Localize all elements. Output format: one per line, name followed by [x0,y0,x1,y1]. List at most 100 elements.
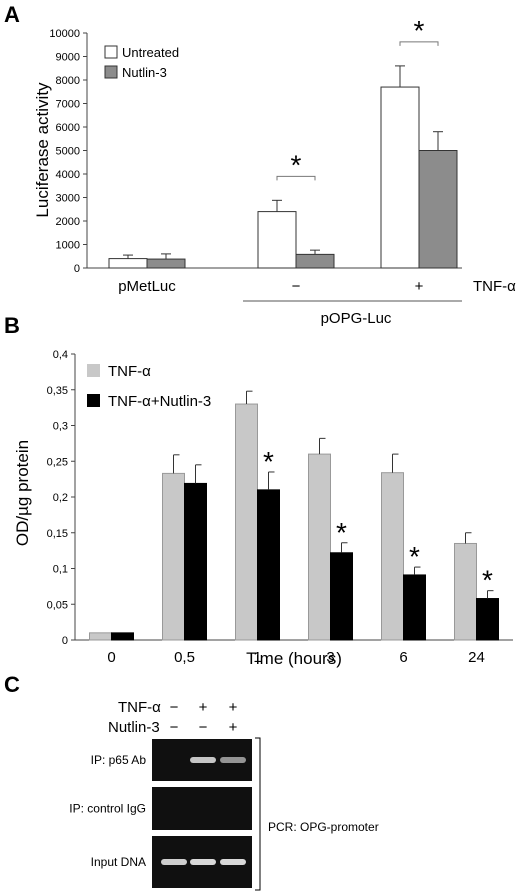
chart-b-ytick-label: 0,35 [47,385,68,397]
panel-letter-c: C [4,672,20,697]
chart-a-ylabel: Luciferase activity [33,82,52,218]
chart-a-ytick-label: 5000 [56,146,80,158]
gel-row-header-tnf: TNF-α [118,699,161,716]
chart-b-category-label: 6 [399,649,407,666]
chart-b-category-label: 0 [107,649,115,666]
chart-a-bar [295,253,335,269]
chart-b-legend: TNF-α TNF-α+Nutlin-3 [87,363,211,410]
gel-sign-tnf: + [199,699,208,716]
chart-a-significance-star: * [291,149,302,180]
chart-b-significance-star: * [263,446,274,477]
chart-b-legend-label: TNF-α+Nutlin-3 [108,393,211,410]
chart-a-category-2: + [415,278,424,295]
gel-sign-nutlin: + [229,719,238,736]
panel-letter-b: B [4,313,20,338]
chart-a-bars: ** [108,15,458,269]
chart-b-ytick-label: 0,2 [53,492,68,504]
chart-a-significance-bracket [276,175,316,181]
chart-b-bar [308,453,331,641]
chart-a-category-1: − [292,278,301,295]
chart-b-ylabel: OD/µg protein [13,440,32,546]
chart-a-category-0: pMetLuc [118,278,176,295]
gel-lane-label: Input DNA [91,855,146,869]
chart-b-category-label: 3 [326,649,334,666]
chart-a-legend-label: Untreated [122,45,179,60]
chart-a-ytick-label: 6000 [56,122,80,134]
chart-b-axes: 0 0,05 0,1 0,15 0,2 0,25 0,3 0,35 0,4 0 0,5 1 3 6 24 [47,349,513,666]
chart-b-bar [89,632,112,641]
gel-sign-tnf: − [170,699,179,716]
chart-b-ytick-label: 0,1 [53,564,68,576]
gel-lanes: IP: p65 Ab IP: control IgG Input DNA [69,739,252,888]
gel-sign-nutlin: − [199,719,208,736]
gel-band [190,757,216,763]
chart-b-bar [184,482,207,641]
chart-a-bar [257,211,297,269]
chart-a: Luciferase activity 0 1000 2000 3000 4000 500… [33,15,516,327]
gel-band [220,757,246,763]
chart-b-bars: * * * * [89,390,499,641]
chart-b-ytick-label: 0 [62,635,68,647]
chart-b-ytick-label: 0,3 [53,421,68,433]
gel-bracket [255,737,261,891]
gel-band [190,859,216,865]
chart-b: OD/µg protein 0 0,05 0,1 0,15 0,2 0,25 0,3 0,35… [13,349,513,668]
chart-a-axes: 0 1000 2000 3000 4000 5000 6000 7000 8000 9000 100… [49,28,462,275]
chart-a-significance-bracket [399,41,439,46]
gel-sign-tnf: + [229,699,238,716]
gel-band [220,859,246,865]
chart-b-category-label: 0,5 [174,649,195,666]
chart-a-ytick-label: 9000 [56,52,80,64]
chart-b-significance-star: * [336,517,347,548]
chart-b-legend-swatch [87,394,100,407]
chart-b-bar [162,472,185,641]
chart-b-category-label: 1 [253,649,261,666]
chart-a-ytick-label: 8000 [56,75,80,87]
gel-panel: TNF-α Nutlin-3 − + + − − + IP: p65 Ab IP: cont… [69,699,379,891]
gel-band [161,859,187,865]
chart-b-legend-label: TNF-α [108,363,151,380]
chart-a-legend: Untreated Nutlin-3 [104,45,179,80]
chart-b-legend-swatch [87,364,100,377]
chart-b-significance-star: * [482,565,493,596]
chart-b-xlabel: Time (hours) [246,649,342,668]
chart-a-legend-swatch [104,45,118,59]
panel-letter-a: A [4,2,20,27]
chart-a-ytick-label: 7000 [56,99,80,111]
chart-b-bar [235,403,258,641]
gel-image-strip [152,787,252,830]
chart-a-bar [380,86,420,269]
chart-a-ytick-label: 0 [74,263,80,275]
chart-b-bar [476,598,499,641]
chart-a-ytick-label: 3000 [56,193,80,205]
chart-b-category-label: 24 [468,649,485,666]
chart-b-bar [111,632,134,641]
chart-b-ytick-label: 0,15 [47,528,68,540]
chart-b-bar [454,542,477,641]
chart-a-ytick-label: 2000 [56,216,80,228]
chart-a-ytick-label: 10000 [49,28,80,40]
chart-b-bar [257,489,280,641]
chart-a-side-label: TNF-α [473,278,516,295]
chart-a-bar [108,258,148,269]
gel-bracket-label: PCR: OPG-promoter [268,820,379,834]
chart-b-ytick-label: 0,05 [47,599,68,611]
chart-b-bar [403,574,426,641]
chart-a-bar [146,258,186,269]
gel-lane-label: IP: control IgG [69,802,146,816]
chart-a-bar [418,150,458,269]
chart-a-group-label: pOPG-Luc [321,310,392,327]
chart-b-ytick-label: 0,4 [53,349,68,361]
chart-a-legend-label: Nutlin-3 [122,65,167,80]
chart-a-ytick-label: 1000 [56,240,80,252]
chart-b-ytick-label: 0,25 [47,456,68,468]
gel-row-header-nutlin: Nutlin-3 [108,719,160,736]
gel-signs: − + + − − + [170,699,238,736]
chart-b-bar [381,472,404,641]
chart-a-ytick-label: 4000 [56,169,80,181]
chart-a-legend-swatch [104,65,118,79]
chart-a-significance-star: * [414,15,425,46]
chart-b-bar [330,552,353,641]
gel-lane-label: IP: p65 Ab [91,753,147,767]
